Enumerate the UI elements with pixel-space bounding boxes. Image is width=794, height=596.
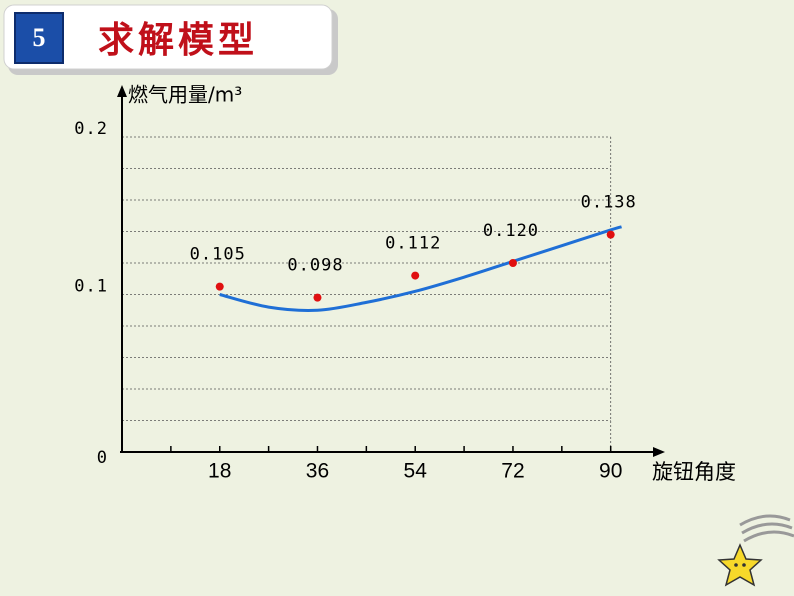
x-tick-label: 18 — [208, 460, 231, 483]
x-tick-label: 54 — [404, 460, 428, 483]
star-decoration — [717, 514, 794, 587]
plot: 燃气用量/m³ 旋钮角度 18 36 54 72 90 0 0.1 0.2 0.105 0.098 0.… — [74, 83, 736, 485]
header-box — [3, 4, 333, 70]
y-tick-label: 0.1 — [74, 276, 108, 296]
value-label: 0.138 — [581, 193, 637, 213]
value-label: 0.105 — [190, 245, 246, 265]
data-point — [508, 258, 517, 267]
data-point — [313, 293, 322, 302]
value-label: 0.098 — [287, 256, 343, 276]
x-tick-label: 36 — [306, 460, 329, 483]
section-number: 5 — [33, 23, 46, 52]
data-point — [411, 271, 420, 280]
number-box — [14, 12, 64, 64]
x-tick-label: 90 — [599, 460, 622, 483]
data-point — [606, 230, 615, 239]
x-axis-label: 旋钮角度 — [652, 460, 736, 484]
fit-curve — [219, 225, 622, 312]
y-tick-label: 0.2 — [74, 119, 108, 139]
y-axis-label: 燃气用量/m³ — [128, 83, 242, 107]
y-axis-arrow — [117, 85, 127, 97]
value-label: 0.120 — [483, 221, 539, 241]
y-tick-label: 0 — [97, 448, 108, 468]
data-point — [215, 282, 224, 291]
section-title: 求解模型 — [98, 20, 258, 61]
x-tick-label: 72 — [501, 460, 524, 483]
x-axis-arrow — [653, 447, 665, 457]
value-label: 0.112 — [385, 234, 441, 254]
